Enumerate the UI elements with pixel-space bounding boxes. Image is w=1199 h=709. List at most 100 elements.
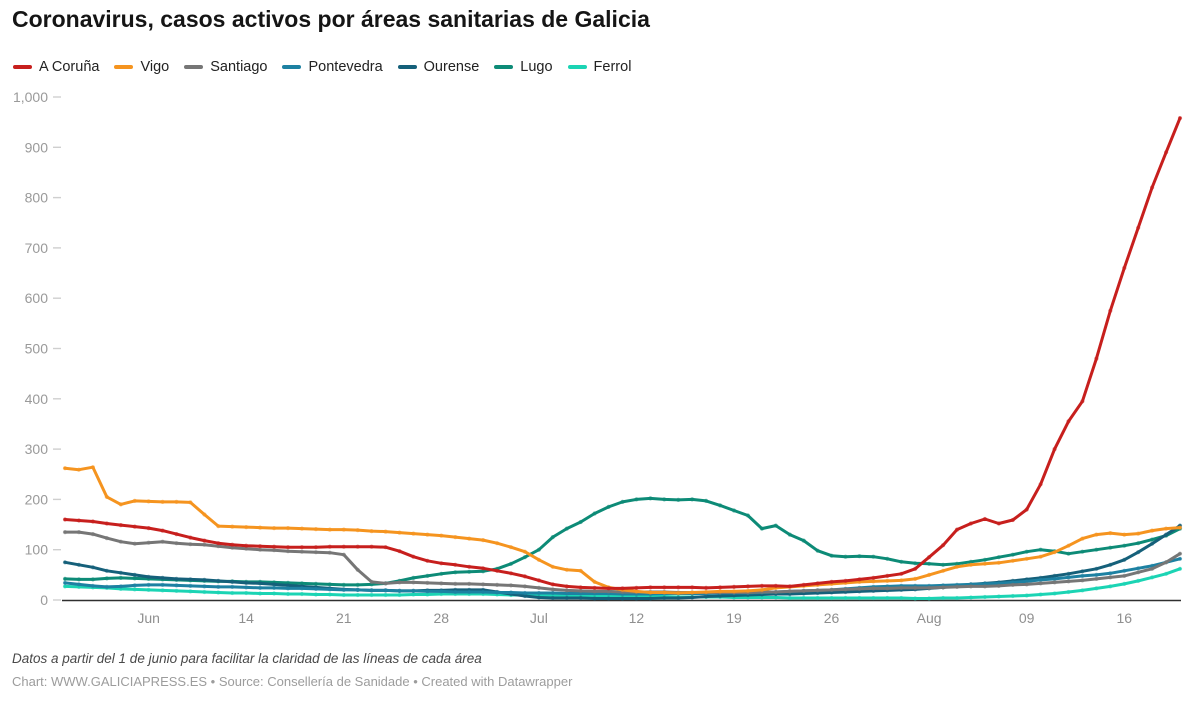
data-point bbox=[1122, 265, 1127, 271]
legend-item-santiago: Santiago bbox=[184, 59, 267, 75]
data-point bbox=[202, 589, 207, 595]
data-point bbox=[592, 589, 597, 594]
data-point bbox=[425, 573, 430, 579]
legend-item-vigo: Vigo bbox=[114, 59, 169, 75]
legend-swatch-a-coruna bbox=[13, 65, 32, 69]
data-point bbox=[1066, 571, 1071, 576]
data-point bbox=[495, 541, 500, 546]
data-point bbox=[578, 595, 583, 601]
data-point bbox=[592, 579, 597, 585]
data-point bbox=[1150, 575, 1155, 580]
data-point bbox=[634, 589, 639, 594]
data-point bbox=[230, 524, 235, 529]
data-point bbox=[174, 583, 179, 588]
data-point bbox=[285, 586, 291, 591]
data-point bbox=[522, 590, 528, 596]
data-point bbox=[230, 579, 235, 585]
data-point bbox=[871, 575, 876, 581]
data-point bbox=[299, 586, 304, 591]
data-point bbox=[383, 545, 388, 550]
data-point bbox=[1094, 356, 1099, 361]
data-point bbox=[690, 595, 695, 600]
data-point bbox=[1024, 582, 1029, 587]
data-point bbox=[1094, 532, 1099, 537]
data-point bbox=[1080, 569, 1085, 574]
data-point bbox=[216, 578, 221, 584]
data-point bbox=[1080, 588, 1085, 593]
data-point bbox=[299, 591, 304, 597]
data-point bbox=[453, 589, 458, 595]
data-point bbox=[564, 588, 569, 593]
data-point bbox=[341, 592, 346, 598]
data-point bbox=[160, 528, 165, 533]
data-point bbox=[118, 570, 123, 575]
data-point bbox=[801, 588, 806, 594]
data-point bbox=[327, 587, 332, 592]
data-point bbox=[132, 572, 137, 578]
data-point bbox=[982, 594, 988, 600]
data-point bbox=[1177, 566, 1183, 571]
data-point bbox=[76, 562, 81, 567]
data-point bbox=[467, 589, 472, 595]
data-point bbox=[188, 500, 193, 505]
data-point bbox=[299, 545, 304, 550]
data-point bbox=[690, 585, 695, 590]
data-point bbox=[90, 532, 95, 537]
data-point bbox=[1038, 482, 1043, 487]
data-point bbox=[1052, 447, 1057, 452]
data-point bbox=[996, 560, 1001, 565]
data-point bbox=[634, 585, 639, 591]
data-point bbox=[745, 513, 751, 518]
data-point bbox=[1010, 593, 1015, 599]
data-point bbox=[927, 585, 932, 591]
data-point bbox=[801, 538, 806, 543]
data-point bbox=[355, 544, 360, 549]
data-point bbox=[871, 579, 876, 584]
data-point bbox=[244, 580, 249, 586]
data-point bbox=[411, 588, 416, 594]
series-line-lugo bbox=[63, 496, 1182, 587]
data-point bbox=[801, 582, 806, 588]
data-point bbox=[160, 575, 165, 581]
data-point bbox=[578, 588, 583, 594]
data-point bbox=[745, 584, 751, 589]
data-point bbox=[1108, 584, 1113, 589]
data-point bbox=[160, 499, 165, 504]
x-axis-tick-label: 12 bbox=[629, 610, 645, 626]
y-axis-tick-label: 400 bbox=[25, 391, 49, 407]
data-point bbox=[341, 587, 346, 593]
data-point bbox=[1038, 592, 1043, 597]
legend-swatch-pontevedra bbox=[282, 65, 302, 69]
data-point bbox=[550, 535, 555, 540]
data-point bbox=[453, 581, 458, 587]
x-axis-tick-label: 09 bbox=[1019, 610, 1035, 626]
data-point bbox=[258, 581, 263, 586]
legend-item-ferrol: Ferrol bbox=[567, 59, 631, 75]
data-point bbox=[62, 560, 68, 565]
data-point bbox=[592, 596, 597, 601]
data-point bbox=[829, 553, 834, 558]
data-point bbox=[913, 566, 918, 571]
data-point bbox=[1136, 531, 1141, 536]
data-point bbox=[1108, 571, 1113, 576]
data-point bbox=[1122, 581, 1127, 587]
data-point bbox=[369, 592, 374, 598]
data-point bbox=[606, 596, 611, 601]
data-point bbox=[1150, 537, 1155, 542]
y-axis-tick-label: 900 bbox=[25, 139, 49, 155]
x-axis-tick-label: 26 bbox=[824, 610, 840, 626]
data-point bbox=[76, 577, 81, 582]
data-point bbox=[578, 519, 583, 525]
data-point bbox=[230, 584, 235, 590]
data-point bbox=[690, 590, 695, 595]
data-point bbox=[313, 581, 318, 587]
data-point bbox=[1052, 550, 1057, 555]
data-point bbox=[425, 532, 430, 537]
y-axis-tick-label: 200 bbox=[25, 491, 49, 507]
data-point bbox=[564, 584, 569, 589]
data-point bbox=[857, 586, 862, 592]
data-point bbox=[578, 585, 583, 590]
data-point bbox=[941, 595, 946, 601]
data-point bbox=[648, 496, 653, 501]
data-point bbox=[550, 595, 555, 601]
